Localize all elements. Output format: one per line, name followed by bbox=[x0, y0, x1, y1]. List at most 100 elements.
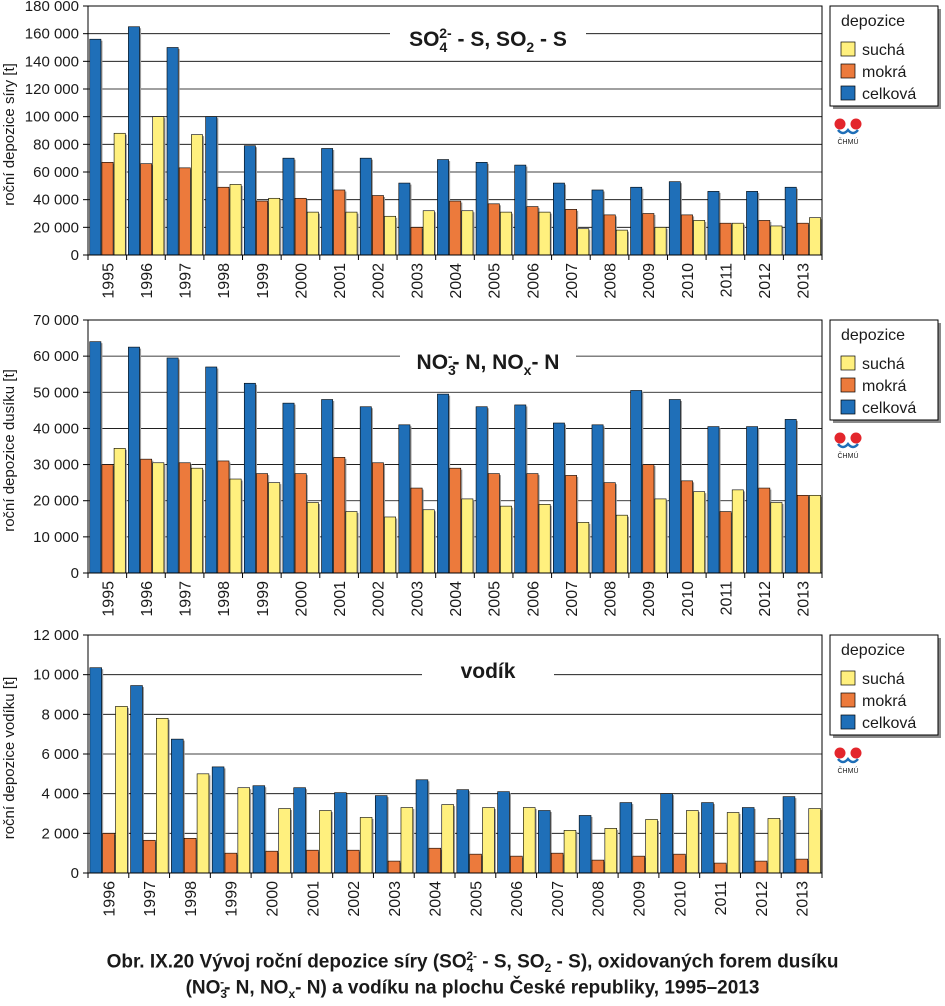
bar-suchá-1997 bbox=[191, 134, 203, 256]
bar-celková-1996 bbox=[89, 667, 102, 874]
bar-celková-2009 bbox=[630, 390, 643, 574]
chart-title-part: x bbox=[524, 362, 532, 378]
bar-celková-2011 bbox=[701, 802, 714, 874]
bar-suchá-2003 bbox=[422, 210, 435, 256]
bar-celková-2001 bbox=[321, 148, 334, 256]
bar-celková-2007 bbox=[553, 422, 565, 574]
bar-mokrá-2006 bbox=[510, 855, 523, 874]
legend-swatch-suchá bbox=[840, 670, 856, 686]
caption-text-2a: (NO bbox=[185, 977, 221, 999]
chart-title-part: - bbox=[448, 348, 453, 364]
bar-mokrá-2001 bbox=[333, 189, 346, 256]
x-tick-label: 2003 bbox=[409, 581, 426, 617]
caption-sub-2: 3 bbox=[220, 987, 228, 1002]
bar-suchá-1995 bbox=[113, 448, 126, 574]
bar-celková-2006 bbox=[497, 791, 510, 874]
logo-dot-right bbox=[850, 118, 862, 130]
bar-suchá-1997 bbox=[191, 467, 203, 574]
bar-suchá-2001 bbox=[345, 211, 358, 256]
x-tick-label: 1996 bbox=[101, 881, 118, 917]
x-tick-label: 2008 bbox=[603, 263, 620, 299]
bar-celková-2012 bbox=[741, 807, 755, 874]
bar-celková-2004 bbox=[437, 159, 449, 256]
bar-mokrá-2009 bbox=[632, 855, 645, 874]
chart-title-part: 2- bbox=[439, 25, 452, 41]
chart-title: SO42- - S, SO2 - S bbox=[390, 22, 586, 56]
caption-sub-2b: x bbox=[288, 987, 296, 1002]
y-tick-label: 0 bbox=[71, 565, 79, 582]
legend-label-celková: celková bbox=[862, 715, 916, 732]
bar-mokrá-2003 bbox=[410, 227, 423, 256]
bar-celková-2006 bbox=[514, 404, 527, 574]
x-tick-label: 1997 bbox=[142, 881, 159, 917]
x-tick-label: 2006 bbox=[509, 881, 526, 917]
x-tick-label: 2002 bbox=[371, 581, 388, 617]
bar-celková-2007 bbox=[553, 182, 565, 256]
bar-mokrá-1998 bbox=[217, 186, 230, 256]
bar-celková-2002 bbox=[359, 157, 372, 256]
x-tick-label: 2001 bbox=[332, 263, 349, 299]
legend-label-mokrá: mokrá bbox=[862, 378, 907, 395]
bar-mokrá-1998 bbox=[183, 837, 197, 874]
y-tick-label: 10 000 bbox=[33, 529, 79, 546]
legend: depozice suchá mokrá celková bbox=[829, 319, 941, 423]
x-tick-label: 1999 bbox=[224, 881, 241, 917]
bar-suchá-2009 bbox=[654, 498, 667, 574]
bar-suchá-2010 bbox=[693, 220, 706, 256]
bar-celková-2009 bbox=[630, 186, 643, 256]
legend-label-mokrá: mokrá bbox=[862, 64, 907, 81]
bar-celková-2000 bbox=[252, 785, 266, 874]
logo-text: ČHMÚ bbox=[838, 766, 859, 775]
bar-mokrá-1999 bbox=[224, 852, 238, 874]
x-tick-label: 2004 bbox=[448, 581, 465, 617]
bar-mokrá-2010 bbox=[681, 480, 693, 574]
x-tick-label: 2002 bbox=[346, 881, 363, 917]
caption-text-1a: Obr. IX.20 Vývoj roční depozice síry (SO bbox=[106, 951, 467, 973]
bar-celková-2010 bbox=[668, 181, 681, 256]
x-tick-label: 2001 bbox=[305, 881, 322, 917]
bar-mokrá-1996 bbox=[140, 163, 153, 256]
x-tick-label: 1997 bbox=[178, 263, 195, 299]
x-tick-label: 2012 bbox=[754, 881, 771, 917]
bar-suchá-2001 bbox=[345, 511, 358, 574]
x-tick-label: 2012 bbox=[757, 263, 774, 299]
x-tick-label: 1998 bbox=[216, 581, 233, 617]
x-tick-label: 2005 bbox=[468, 881, 485, 917]
bar-mokrá-2010 bbox=[673, 853, 686, 874]
chmu-logo: ČHMÚ bbox=[834, 118, 862, 146]
bar-celková-2006 bbox=[514, 164, 527, 256]
caption-text-2c: - N) a vodíku na plochu České republiky,… bbox=[295, 977, 760, 999]
plot-frame bbox=[87, 319, 823, 574]
bar-suchá-2005 bbox=[482, 807, 495, 874]
bar-suchá-2006 bbox=[523, 807, 536, 874]
chart-title-background bbox=[400, 345, 576, 379]
bar-celková-2003 bbox=[398, 424, 411, 574]
bar-suchá-2010 bbox=[693, 491, 706, 574]
bar-mokrá-2010 bbox=[681, 214, 693, 256]
bar-mokrá-1995 bbox=[101, 464, 114, 574]
bar-celková-1999 bbox=[211, 766, 225, 874]
bar-mokrá-2013 bbox=[796, 494, 809, 574]
bar-mokrá-2006 bbox=[526, 473, 539, 574]
logo-wave bbox=[837, 442, 859, 449]
bar-celková-2013 bbox=[782, 796, 796, 874]
bar-suchá-2008 bbox=[604, 828, 617, 874]
logo-dot-right bbox=[850, 432, 862, 444]
bar-suchá-2004 bbox=[461, 210, 474, 256]
bar-mokrá-2001 bbox=[306, 849, 319, 874]
plot-frame bbox=[87, 634, 823, 874]
y-tick-label: 70 000 bbox=[33, 312, 79, 329]
bar-celková-2002 bbox=[359, 406, 372, 574]
bar-mokrá-2004 bbox=[428, 847, 442, 874]
logo-wave bbox=[837, 757, 859, 764]
bar-suchá-2008 bbox=[615, 229, 628, 256]
bar-mokrá-1996 bbox=[140, 458, 153, 574]
legend-swatch-mokrá bbox=[840, 692, 856, 708]
bar-celková-1995 bbox=[89, 341, 102, 574]
bar-celková-2012 bbox=[746, 191, 758, 256]
y-tick-label: 2 000 bbox=[41, 825, 79, 842]
bar-mokrá-2013 bbox=[795, 858, 809, 874]
bar-suchá-2000 bbox=[306, 502, 319, 574]
bar-mokrá-2005 bbox=[487, 203, 500, 256]
bar-suchá-2009 bbox=[654, 227, 667, 256]
